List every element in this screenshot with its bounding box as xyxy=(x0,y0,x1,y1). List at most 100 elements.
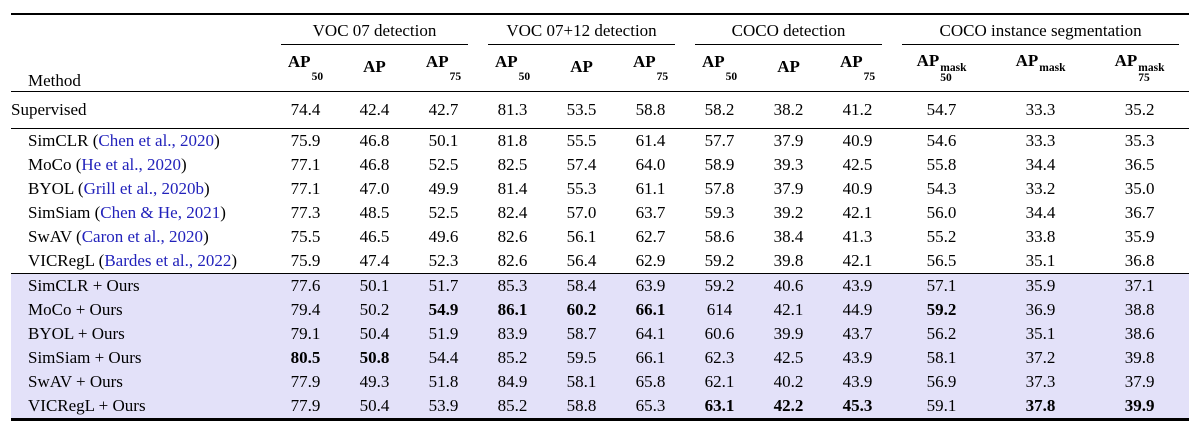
value-cell: 44.9 xyxy=(823,298,893,322)
method-cell: BYOL (Grill et al., 2020b) xyxy=(28,179,210,198)
metric-value: 35.3 xyxy=(1124,131,1155,150)
metric-value: 40.9 xyxy=(842,131,873,150)
metric-base: AP xyxy=(916,51,940,70)
value-cell: 77.9 xyxy=(271,394,340,420)
metric-scripts: 50 xyxy=(312,62,324,83)
value-cell: 58.2 xyxy=(685,92,754,129)
metric-value: 46.5 xyxy=(359,227,390,246)
metric-value: 40.9 xyxy=(842,179,873,198)
metric-value: 55.3 xyxy=(566,179,597,198)
citation-link[interactable]: Caron et al., 2020 xyxy=(81,227,204,246)
metric-value: 77.9 xyxy=(290,372,321,391)
metric-value: 77.9 xyxy=(290,396,321,415)
metric-value: 38.2 xyxy=(773,100,804,119)
value-cell: 37.3 xyxy=(991,370,1091,394)
value-cell: 46.5 xyxy=(340,225,409,249)
metric-value: 42.5 xyxy=(773,348,804,367)
value-cell: 58.4 xyxy=(547,273,617,298)
value-cell: 60.6 xyxy=(685,322,755,346)
value-cell: 38.6 xyxy=(1090,322,1190,346)
citation-link[interactable]: He et al., 2020 xyxy=(81,155,181,174)
metric-value: 37.9 xyxy=(1124,372,1155,391)
value-cell: 42.1 xyxy=(754,298,824,322)
metric-value: 48.5 xyxy=(359,203,390,222)
value-cell: 66.1 xyxy=(616,346,686,370)
metric-base: AP xyxy=(287,52,311,71)
value-cell: 59.2 xyxy=(892,298,992,322)
metric-value: 82.6 xyxy=(497,227,528,246)
metric-superscript: mask xyxy=(1138,62,1165,74)
metric-value: 39.9 xyxy=(1124,396,1155,415)
metric-value: 50.2 xyxy=(359,300,390,319)
results-table: Method VOC 07 detection VOC 07+12 detectio… xyxy=(11,13,1190,421)
metric-value: 49.6 xyxy=(428,227,459,246)
metric-value: 81.3 xyxy=(497,100,528,119)
citation-link[interactable]: Grill et al., 2020b xyxy=(83,179,204,198)
value-cell: 75.5 xyxy=(271,225,340,249)
metric-subscript: 75 xyxy=(1138,72,1150,84)
value-cell: 33.2 xyxy=(991,177,1090,201)
table-row-supervised: Supervised 74.4 42.4 42.7 81.3 53.5 58.8 58.2 38… xyxy=(11,92,1189,129)
value-cell: 35.0 xyxy=(1090,177,1189,201)
group-header-row: Method VOC 07 detection VOC 07+12 detectio… xyxy=(11,14,1189,92)
method-cell: SwAV (Caron et al., 2020) xyxy=(28,227,209,246)
value-cell: 614 xyxy=(685,298,755,322)
value-cell: 58.8 xyxy=(547,394,617,420)
citation-link[interactable]: Bardes et al., 2022 xyxy=(104,251,232,270)
metric-base: AP xyxy=(777,57,800,76)
metric-value: 35.0 xyxy=(1124,179,1155,198)
metric-value: 33.3 xyxy=(1025,100,1056,119)
method-cell: VICRegL + Ours xyxy=(11,394,271,420)
metric-value: 79.1 xyxy=(290,324,321,343)
metric-value: 75.5 xyxy=(290,227,321,246)
metric-value: 54.9 xyxy=(428,300,459,319)
value-cell: 42.7 xyxy=(409,92,478,129)
metric-value: 43.9 xyxy=(842,276,873,295)
metric-scripts: 75 xyxy=(863,62,876,83)
metric-value: 75.9 xyxy=(290,131,321,150)
metric-value: 57.7 xyxy=(704,131,735,150)
value-cell: 35.9 xyxy=(1090,225,1189,249)
value-cell: 41.3 xyxy=(823,225,892,249)
column-header-ap50: AP 50 xyxy=(685,45,755,92)
value-cell: 79.4 xyxy=(271,298,340,322)
metric-subscript: 75 xyxy=(863,71,876,83)
metric-value: 59.2 xyxy=(926,300,957,319)
method-cell: SwAV + Ours xyxy=(11,370,271,394)
method-cell: MoCo + Ours xyxy=(11,298,271,322)
column-header-ap: AP xyxy=(547,45,617,92)
metric-value: 52.5 xyxy=(428,203,459,222)
metric-value: 38.4 xyxy=(773,227,804,246)
column-header-ap75: AP 75 xyxy=(409,45,479,92)
value-cell: 37.2 xyxy=(991,346,1091,370)
method-cell: MoCo (He et al., 2020) xyxy=(28,155,187,174)
metric-value: 77.1 xyxy=(290,155,321,174)
method-name: SimSiam + Ours xyxy=(28,348,142,367)
value-cell: 36.7 xyxy=(1090,201,1189,225)
column-header-ap75-mask: AP mask 75 xyxy=(1090,45,1190,92)
metric-value: 50.4 xyxy=(359,324,390,343)
citation-link[interactable]: Chen & He, 2021 xyxy=(100,203,221,222)
metric-value: 64.1 xyxy=(635,324,666,343)
metric-subscript: 50 xyxy=(725,71,738,83)
method-cell: SimSiam + Ours xyxy=(11,346,271,370)
metric-value: 52.3 xyxy=(428,251,459,270)
metric-value: 51.9 xyxy=(428,324,459,343)
value-cell: 57.7 xyxy=(685,128,755,153)
table-row-byol: BYOL (Grill et al., 2020b) 77.1 47.0 49.9 81… xyxy=(11,177,1189,201)
metric-value: 60.2 xyxy=(566,300,597,319)
citation-link[interactable]: Chen et al., 2020 xyxy=(98,131,215,150)
metric-value: 52.5 xyxy=(428,155,459,174)
metric-value: 46.8 xyxy=(359,131,390,150)
metric-value: 77.1 xyxy=(290,179,321,198)
metric-value: 58.1 xyxy=(566,372,597,391)
metric-value: 57.1 xyxy=(926,276,957,295)
method-cell: SimCLR + Ours xyxy=(11,273,271,298)
metric-value: 33.3 xyxy=(1025,131,1056,150)
value-cell: 50.2 xyxy=(340,298,409,322)
metric-value: 61.4 xyxy=(635,131,666,150)
metric-value: 63.7 xyxy=(635,203,666,222)
value-cell: 49.9 xyxy=(409,177,478,201)
metric-value: 42.1 xyxy=(842,251,873,270)
column-group-label: VOC 07+12 detection xyxy=(488,21,676,45)
